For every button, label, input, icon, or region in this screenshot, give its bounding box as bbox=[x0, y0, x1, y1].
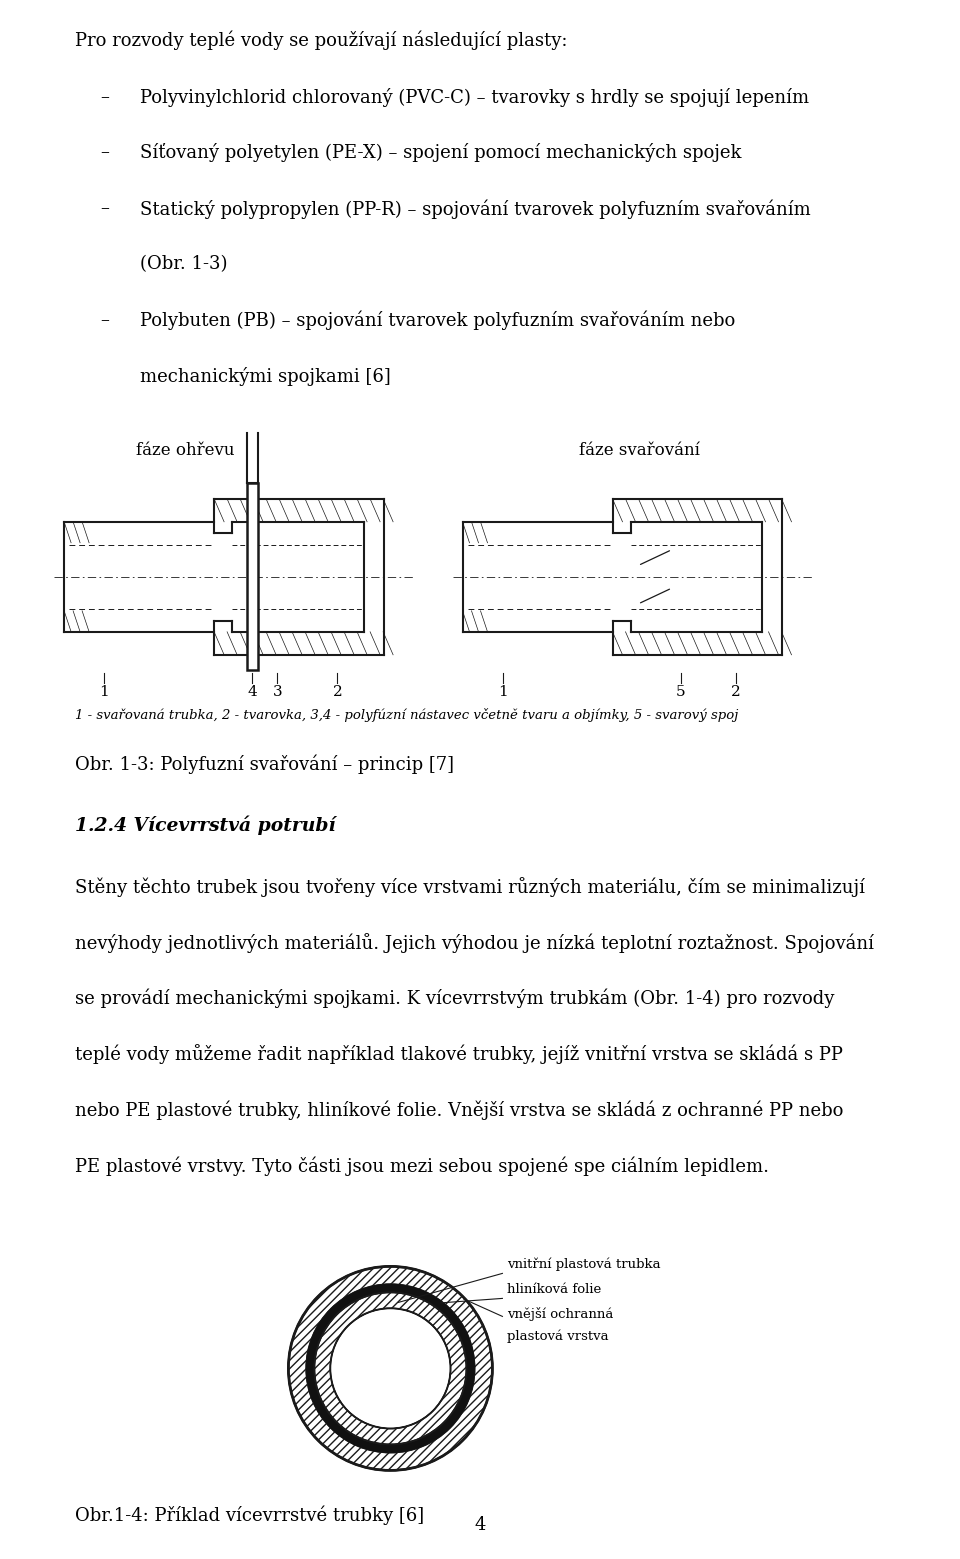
Text: 4: 4 bbox=[248, 684, 257, 698]
Circle shape bbox=[331, 1310, 449, 1428]
Text: Stěny těchto trubek jsou tvořeny více vrstvami různých materiálu, čím se minimal: Stěny těchto trubek jsou tvořeny více vr… bbox=[75, 878, 865, 896]
Text: 1 - svařovaná trubka, 2 - tvarovka, 3,4 - polyfúzní nástavec včetně tvaru a objí: 1 - svařovaná trubka, 2 - tvarovka, 3,4 … bbox=[75, 708, 738, 722]
Text: 5: 5 bbox=[676, 684, 685, 698]
Text: Síťovaný polyetylen (PE-X) – spojení pomocí mechanických spojek: Síťovaný polyetylen (PE-X) – spojení pom… bbox=[140, 143, 741, 162]
Text: Obr. 1-3: Polyfuzní svařování – princip [7]: Obr. 1-3: Polyfuzní svařování – princip … bbox=[75, 755, 454, 775]
Text: Pro rozvody teplé vody se používají následující plasty:: Pro rozvody teplé vody se používají násl… bbox=[75, 30, 567, 50]
Text: Obr.1-4: Příklad vícevrrstvé trubky [6]: Obr.1-4: Příklad vícevrrstvé trubky [6] bbox=[75, 1506, 424, 1525]
Text: 2: 2 bbox=[731, 684, 740, 698]
Wedge shape bbox=[314, 1292, 467, 1444]
Text: 3: 3 bbox=[273, 684, 282, 698]
Bar bbox=[247, 483, 258, 670]
Text: –: – bbox=[100, 143, 108, 162]
Text: Polybuten (PB) – spojování tvarovek polyfuzním svařováním nebo: Polybuten (PB) – spojování tvarovek poly… bbox=[140, 310, 735, 331]
Text: se provádí mechanickými spojkami. K vícevrrstvým trubkám (Obr. 1-4) pro rozvody: se provádí mechanickými spojkami. K více… bbox=[75, 988, 834, 1009]
Text: fáze svařování: fáze svařování bbox=[579, 441, 700, 458]
Text: nebo PE plastové trubky, hliníkové folie. Vnější vrstva se skládá z ochranné PP : nebo PE plastové trubky, hliníkové folie… bbox=[75, 1101, 844, 1119]
Wedge shape bbox=[306, 1285, 474, 1453]
Text: 2: 2 bbox=[332, 684, 342, 698]
Text: plastová vrstva: plastová vrstva bbox=[508, 1330, 609, 1344]
Text: 4: 4 bbox=[474, 1515, 486, 1534]
Text: (Obr. 1-3): (Obr. 1-3) bbox=[140, 256, 228, 273]
Text: PE plastové vrstvy. Tyto části jsou mezi sebou spojené spe ciálním lepidlem.: PE plastové vrstvy. Tyto části jsou mezi… bbox=[75, 1157, 769, 1175]
Wedge shape bbox=[288, 1266, 492, 1470]
Text: vnější ochranná: vnější ochranná bbox=[508, 1308, 613, 1322]
Text: –: – bbox=[100, 200, 108, 217]
Text: –: – bbox=[100, 87, 108, 106]
Text: vnitřní plastová trubka: vnitřní plastová trubka bbox=[508, 1258, 661, 1272]
Text: mechanickými spojkami [6]: mechanickými spojkami [6] bbox=[140, 366, 391, 385]
Text: Statický polypropylen (PP-R) – spojování tvarovek polyfuzním svařováním: Statický polypropylen (PP-R) – spojování… bbox=[140, 200, 811, 218]
Text: 1: 1 bbox=[99, 684, 109, 698]
Text: hliníková folie: hliníková folie bbox=[508, 1283, 602, 1297]
Text: –: – bbox=[100, 310, 108, 329]
Text: nevýhody jednotlivých materiálů. Jejich výhodou je nízká teplotní roztažnost. Sp: nevýhody jednotlivých materiálů. Jejich … bbox=[75, 932, 874, 953]
Text: Polyvinylchlorid chlorovaný (PVC-C) – tvarovky s hrdly se spojují lepením: Polyvinylchlorid chlorovaný (PVC-C) – tv… bbox=[140, 87, 809, 106]
Text: 1: 1 bbox=[497, 684, 508, 698]
Text: fáze ohřevu: fáze ohřevu bbox=[135, 441, 234, 458]
Text: 1.2.4 Vícevrrstvá potrubí: 1.2.4 Vícevrrstvá potrubí bbox=[75, 815, 336, 836]
Text: teplé vody můžeme řadit například tlakové trubky, jejíž vnitřní vrstva se skládá: teplé vody můžeme řadit například tlakov… bbox=[75, 1045, 843, 1065]
